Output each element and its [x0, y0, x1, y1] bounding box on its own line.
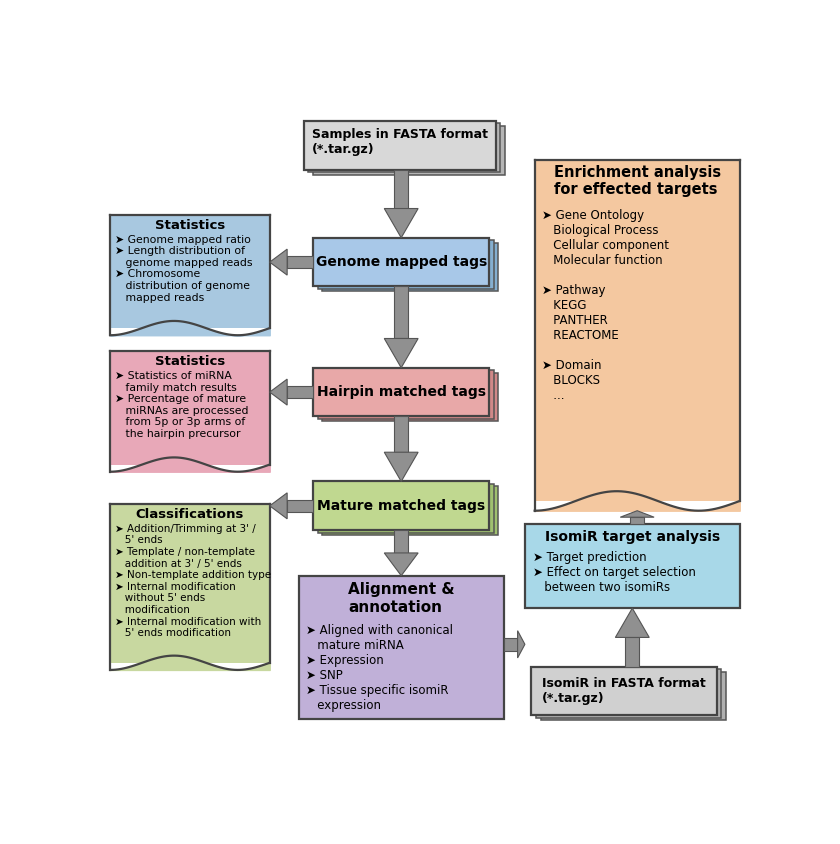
Bar: [287, 500, 313, 512]
Bar: [303, 121, 496, 170]
Polygon shape: [270, 493, 287, 519]
Text: ➤ Gene Ontology
   Biological Process
   Cellular component
   Molecular functio: ➤ Gene Ontology Biological Process Cellu…: [543, 208, 669, 402]
Text: Genome mapped tags: Genome mapped tags: [316, 255, 487, 269]
Bar: [630, 517, 644, 523]
Text: Samples in FASTA format
(*.tar.gz): Samples in FASTA format (*.tar.gz): [312, 128, 487, 156]
Bar: [312, 126, 505, 175]
Bar: [394, 416, 408, 452]
Bar: [394, 286, 408, 338]
Bar: [394, 170, 408, 208]
Text: IsomiR target analysis: IsomiR target analysis: [545, 530, 720, 544]
Polygon shape: [384, 553, 418, 576]
Text: Mature matched tags: Mature matched tags: [318, 499, 486, 513]
Bar: [323, 243, 498, 291]
Text: IsomiR in FASTA format
(*.tar.gz): IsomiR in FASTA format (*.tar.gz): [543, 677, 706, 705]
Bar: [532, 667, 717, 716]
Bar: [625, 637, 639, 667]
Bar: [313, 238, 489, 286]
Polygon shape: [616, 609, 649, 637]
Text: ➤ Statistics of miRNA
   family match results
➤ Percentage of mature
   miRNAs a: ➤ Statistics of miRNA family match resul…: [115, 371, 249, 439]
Polygon shape: [620, 511, 654, 517]
Bar: [536, 669, 722, 718]
Bar: [110, 351, 270, 464]
Bar: [323, 486, 498, 535]
Bar: [535, 160, 740, 501]
Bar: [110, 215, 270, 328]
Bar: [504, 638, 517, 651]
Polygon shape: [517, 630, 525, 658]
Bar: [540, 672, 726, 721]
Text: Enrichment analysis
for effected targets: Enrichment analysis for effected targets: [554, 165, 721, 197]
Polygon shape: [384, 338, 418, 368]
Bar: [287, 256, 313, 268]
Polygon shape: [384, 452, 418, 481]
Bar: [323, 373, 498, 421]
Text: Alignment &
annotation: Alignment & annotation: [349, 582, 454, 614]
Polygon shape: [270, 249, 287, 275]
Text: ➤ Aligned with canonical
   mature miRNA
➤ Expression
➤ SNP
➤ Tissue specific is: ➤ Aligned with canonical mature miRNA ➤ …: [306, 625, 453, 712]
Bar: [318, 484, 494, 533]
Polygon shape: [270, 379, 287, 405]
Bar: [318, 241, 494, 289]
Bar: [299, 576, 504, 719]
Bar: [318, 371, 494, 419]
Bar: [287, 386, 313, 398]
Bar: [394, 530, 408, 553]
Bar: [313, 368, 489, 416]
Bar: [313, 481, 489, 530]
Bar: [308, 123, 500, 172]
Bar: [110, 504, 270, 663]
Text: ➤ Genome mapped ratio
➤ Length distribution of
   genome mapped reads
➤ Chromoso: ➤ Genome mapped ratio ➤ Length distribut…: [115, 235, 253, 302]
Text: ➤ Target prediction
➤ Effect on target selection
   between two isomiRs: ➤ Target prediction ➤ Effect on target s…: [533, 551, 696, 594]
Text: Classifications: Classifications: [136, 508, 244, 521]
Bar: [525, 523, 740, 609]
Text: ➤ Addition/Trimming at 3' /
   5' ends
➤ Template / non-template
   addition at : ➤ Addition/Trimming at 3' / 5' ends ➤ Te…: [115, 523, 270, 638]
Text: Statistics: Statistics: [155, 219, 225, 232]
Text: Statistics: Statistics: [155, 355, 225, 368]
Text: Hairpin matched tags: Hairpin matched tags: [317, 385, 486, 399]
Polygon shape: [384, 208, 418, 238]
